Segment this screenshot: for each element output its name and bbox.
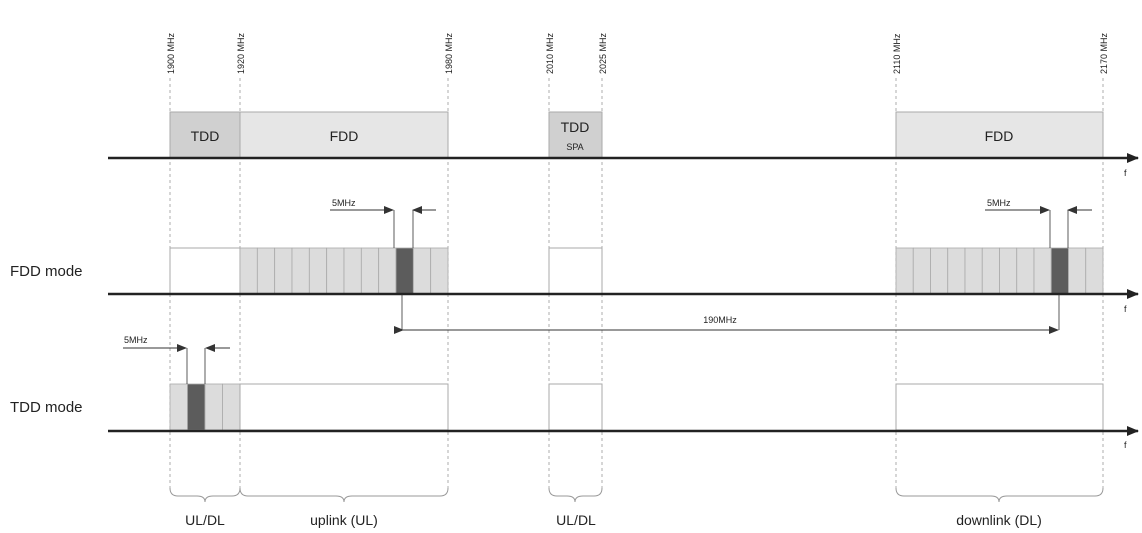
downlink-channel [930, 247, 949, 295]
uplink-channel [378, 247, 397, 295]
band-allocation-row: TDD FDD TDD SPA FDD f [108, 111, 1139, 178]
freq-label-2010: 2010 MHz [545, 32, 555, 74]
fdd-uplink-block [239, 111, 449, 159]
axis-label-f-1: f [1124, 168, 1127, 178]
uplink-channel [326, 247, 345, 295]
downlink-channel [1016, 247, 1035, 295]
fdd-mode-label: FDD mode [10, 263, 83, 280]
tdd-active-channel [187, 383, 206, 431]
bottom-label-ul-dl-1: UL/DL [185, 512, 225, 528]
tdd-block [169, 111, 241, 159]
downlink-channel [1033, 247, 1052, 295]
bottom-labels: UL/DL uplink (UL) UL/DL downlink (DL) [185, 512, 1042, 528]
fdd-downlink-block-label: FDD [985, 128, 1014, 144]
tdd-channel-dimension [123, 344, 230, 384]
uplink-channel-width-label: 5MHz [332, 198, 356, 208]
bottom-braces [169, 487, 1104, 503]
brace-ul-dl-1 [169, 487, 241, 503]
tdd-mode-uplink-slot [239, 383, 449, 431]
tdd-spa-block-sublabel: SPA [566, 142, 583, 152]
tdd-mode-label: TDD mode [10, 399, 83, 416]
downlink-channel [1068, 247, 1087, 295]
freq-label-2025: 2025 MHz [598, 32, 608, 74]
uplink-channel [256, 247, 276, 295]
downlink-channel-dimension [985, 206, 1092, 248]
uplink-channel [343, 247, 362, 295]
bottom-label-ul-dl-2: UL/DL [556, 512, 596, 528]
downlink-channel [947, 247, 966, 295]
fdd-mode-tdd-slot [169, 247, 241, 295]
brace-downlink [895, 487, 1104, 503]
tdd-spa-block-label: TDD [561, 119, 590, 135]
tdd-channel [204, 383, 223, 431]
downlink-channel-width-label: 5MHz [987, 198, 1011, 208]
bottom-label-downlink: downlink (DL) [956, 512, 1042, 528]
downlink-channel [912, 247, 931, 295]
uplink-channel [360, 247, 380, 295]
uplink-channel [239, 247, 258, 295]
tdd-channel [222, 383, 241, 431]
downlink-channel [964, 247, 983, 295]
tdd-channels [169, 383, 241, 431]
axis-label-f-3: f [1124, 440, 1127, 450]
freq-label-1920: 1920 MHz [236, 32, 246, 74]
tdd-block-label: TDD [191, 128, 220, 144]
tdd-channel-width-label: 5MHz [124, 335, 148, 345]
freq-label-2170: 2170 MHz [1099, 32, 1109, 74]
axis-label-f-2: f [1124, 304, 1127, 314]
uplink-channel [430, 247, 449, 295]
downlink-channel [1085, 247, 1104, 295]
tdd-mode-row: TDD mode f 5MHz [10, 335, 1139, 450]
brace-uplink [239, 487, 449, 503]
uplink-channel-dimension [330, 206, 436, 248]
uplink-active-channel [395, 247, 414, 295]
freq-label-2110: 2110 MHz [892, 33, 902, 74]
downlink-channel [895, 247, 914, 295]
fdd-mode-spa-slot [548, 247, 603, 295]
uplink-channel [291, 247, 310, 295]
freq-label-1980: 1980 MHz [444, 32, 454, 74]
tdd-mode-spa-slot [548, 383, 603, 431]
downlink-active-channel [1050, 247, 1069, 295]
duplex-spacing-label: 190MHz [703, 315, 737, 325]
frequency-labels: 1900 MHz 1920 MHz 1980 MHz 2010 MHz 2025… [166, 32, 1109, 74]
fdd-downlink-channels [895, 247, 1104, 295]
downlink-channel [981, 247, 1000, 295]
brace-ul-dl-2 [548, 487, 603, 503]
uplink-channel [412, 247, 432, 295]
fdd-uplink-block-label: FDD [330, 128, 359, 144]
fdd-mode-row: FDD mode f 5MHz 5MHz [10, 198, 1139, 334]
uplink-channel [274, 247, 293, 295]
tdd-channel [169, 383, 188, 431]
duplex-spacing-dimension [394, 294, 1060, 334]
bottom-label-uplink: uplink (UL) [310, 512, 378, 528]
tdd-mode-downlink-slot [895, 383, 1104, 431]
downlink-channel [999, 247, 1018, 295]
uplink-channel [308, 247, 328, 295]
fdd-uplink-channels [239, 247, 449, 295]
freq-label-1900: 1900 MHz [166, 32, 176, 74]
